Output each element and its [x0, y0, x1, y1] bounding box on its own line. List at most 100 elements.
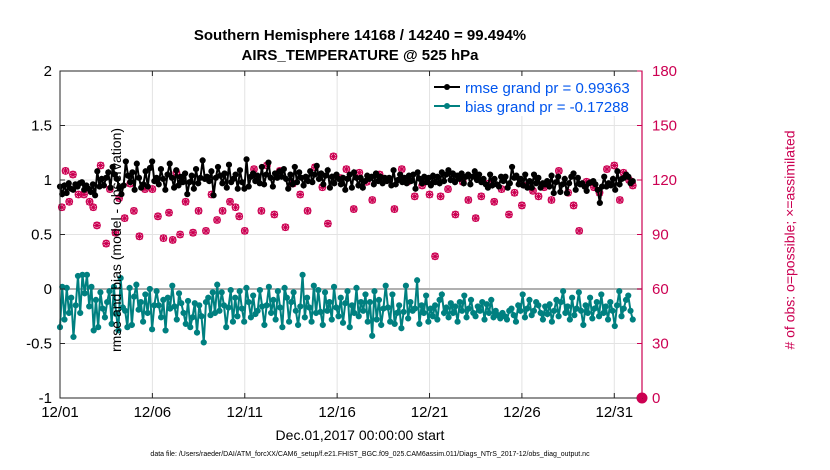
bias-point — [402, 282, 410, 289]
bias-point — [140, 318, 147, 325]
obs-assimilated-marker — [431, 252, 439, 260]
bias-point — [481, 316, 488, 323]
rmse-point — [476, 171, 483, 178]
rmse-point — [131, 186, 138, 193]
obs-count-marker — [431, 252, 439, 261]
rmse-point — [232, 171, 239, 178]
bias-point — [324, 307, 331, 314]
y2-tick-label: 0 — [652, 390, 660, 407]
bias-point — [465, 305, 472, 312]
axes-layer: 12/01 12/06 12/11 12/16 12/21 12/26 12/31 -1 -0.… — [26, 63, 677, 421]
bias-point — [555, 313, 562, 320]
rmse-point — [550, 189, 557, 197]
bias-point — [113, 310, 120, 318]
bias-point — [562, 309, 569, 317]
bias-point — [560, 288, 567, 295]
bias-point — [571, 312, 578, 319]
x-tick-label: 12/01 — [41, 404, 79, 421]
rmse-point — [186, 179, 193, 186]
obs-count-marker — [554, 167, 563, 175]
bias-point — [344, 288, 351, 295]
obs-assimilated-marker — [270, 211, 278, 219]
obs-count-marker — [397, 165, 406, 174]
obs-count-marker — [111, 228, 120, 237]
obs-count-marker — [547, 196, 556, 204]
obs-assimilated-marker — [219, 207, 227, 215]
bias-point — [515, 302, 522, 309]
y-tick-label: 0 — [44, 281, 52, 298]
bias-point — [173, 316, 180, 323]
obs-assimilated-marker — [616, 196, 624, 204]
rmse-point — [607, 182, 614, 189]
bias-point — [427, 305, 434, 312]
bias-point — [178, 300, 185, 307]
bias-point — [582, 302, 589, 309]
rmse-point — [502, 173, 509, 180]
obs-count-marker — [235, 212, 244, 221]
obs-assimilated-marker — [547, 196, 555, 204]
bias-point — [360, 307, 367, 314]
bias-point — [362, 291, 369, 298]
obs-count-marker — [194, 206, 203, 215]
obs-count-marker — [202, 226, 210, 235]
bias-point — [369, 332, 376, 339]
rmse-point — [160, 175, 167, 183]
bias-point — [535, 302, 542, 309]
y2-tick-label: 120 — [652, 172, 677, 189]
obs-count-marker — [120, 214, 129, 223]
bias-point — [297, 303, 304, 310]
obs-assimilated-marker — [69, 171, 77, 179]
obs-count-marker — [102, 239, 111, 248]
obs-assimilated-marker — [426, 191, 434, 199]
bias-point — [184, 297, 192, 305]
rmse-point — [120, 182, 127, 189]
bias-point — [521, 314, 529, 321]
rmse-point — [445, 167, 452, 174]
rmse-point — [287, 171, 294, 178]
bias-point — [461, 292, 468, 299]
rmse-point — [234, 185, 241, 192]
bias-point — [517, 307, 524, 314]
rmse-point — [495, 183, 502, 190]
bias-point — [604, 316, 612, 323]
obs-count-marker — [176, 230, 184, 239]
bias-point — [133, 281, 140, 288]
rmse-point — [609, 175, 617, 183]
y2-tick-label: 90 — [652, 227, 669, 244]
obs-assimilated-marker — [80, 191, 88, 199]
obs-count-marker — [154, 212, 162, 221]
obs-assimilated-marker — [444, 185, 452, 193]
bias-point — [447, 300, 454, 307]
rmse-point — [142, 168, 149, 175]
bias-point — [407, 298, 414, 306]
obs-assimilated-marker — [86, 198, 94, 206]
bias-point — [519, 291, 526, 298]
bias-point — [171, 303, 178, 310]
bias-point — [83, 271, 91, 278]
bias-point — [218, 289, 225, 296]
obs-assimilated-marker — [368, 196, 376, 204]
obs-count-marker — [65, 197, 74, 206]
rmse-point — [144, 183, 151, 190]
bias-point — [589, 315, 596, 322]
obs-count-marker — [569, 201, 578, 210]
obs-assimilated-marker — [102, 240, 110, 248]
x-tick-label: 12/21 — [411, 404, 449, 421]
bias-point — [261, 321, 268, 329]
bias-point — [137, 298, 144, 306]
bias-point — [330, 283, 338, 290]
obs-assimilated-marker — [296, 191, 304, 199]
bias-point — [263, 302, 270, 309]
rmse-point — [173, 167, 180, 174]
rmse-point — [92, 192, 99, 199]
bias-point — [564, 303, 571, 310]
bias-point — [175, 290, 183, 297]
rmse-point — [533, 180, 540, 187]
y-tick-label: 0.5 — [31, 227, 52, 244]
rmse-point — [535, 174, 542, 181]
legend-label-rmse: rmse grand pr = 0.99363 — [465, 80, 630, 97]
x-tick-label: 12/16 — [318, 404, 356, 421]
obs-count-marker — [165, 208, 173, 217]
rmse-point — [566, 180, 573, 187]
bias-point — [290, 289, 297, 296]
